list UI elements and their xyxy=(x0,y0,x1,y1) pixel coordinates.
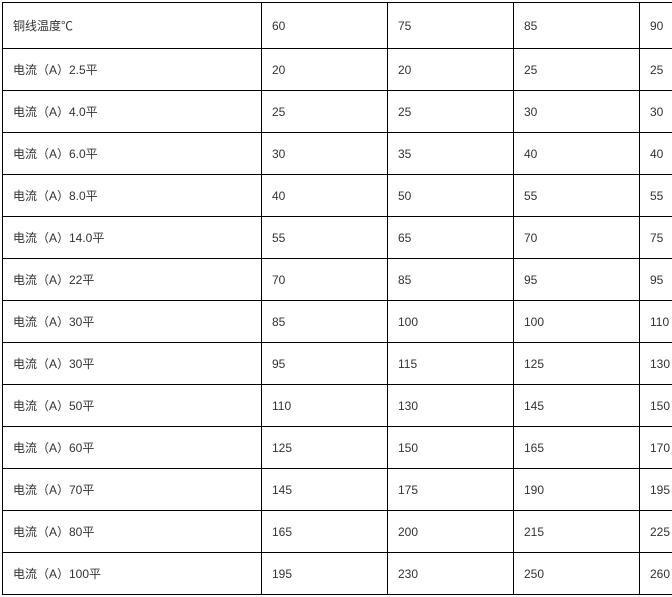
wire-temp-current-table: 铜线温度℃ 60 75 85 90 电流（A）2.5平 20 20 25 25 … xyxy=(2,2,672,595)
table-cell: 20 xyxy=(262,49,388,91)
row-label: 电流（A）30平 xyxy=(3,343,262,385)
table-cell: 225 xyxy=(640,511,672,553)
table-cell: 110 xyxy=(640,301,672,343)
row-label: 电流（A）6.0平 xyxy=(3,133,262,175)
row-label: 电流（A）100平 xyxy=(3,553,262,595)
row-label: 电流（A）14.0平 xyxy=(3,217,262,259)
header-cell: 85 xyxy=(514,3,640,49)
table-cell: 100 xyxy=(514,301,640,343)
table-cell: 30 xyxy=(262,133,388,175)
table-cell: 125 xyxy=(262,427,388,469)
header-cell: 90 xyxy=(640,3,672,49)
table-row: 电流（A）6.0平 30 35 40 40 xyxy=(3,133,672,175)
table-cell: 260 xyxy=(640,553,672,595)
row-label: 电流（A）50平 xyxy=(3,385,262,427)
table-cell: 250 xyxy=(514,553,640,595)
table-cell: 75 xyxy=(640,217,672,259)
table-cell: 40 xyxy=(514,133,640,175)
table-cell: 65 xyxy=(388,217,514,259)
table-cell: 195 xyxy=(640,469,672,511)
table-cell: 20 xyxy=(388,49,514,91)
table-cell: 55 xyxy=(514,175,640,217)
row-label: 电流（A）8.0平 xyxy=(3,175,262,217)
table-cell: 150 xyxy=(388,427,514,469)
table-cell: 55 xyxy=(640,175,672,217)
table-cell: 110 xyxy=(262,385,388,427)
table-cell: 195 xyxy=(262,553,388,595)
table-row: 电流（A）2.5平 20 20 25 25 xyxy=(3,49,672,91)
table-cell: 200 xyxy=(388,511,514,553)
table-cell: 30 xyxy=(640,91,672,133)
table-row: 电流（A）22平 70 85 95 95 xyxy=(3,259,672,301)
table-cell: 125 xyxy=(514,343,640,385)
table-cell: 40 xyxy=(262,175,388,217)
table-row: 电流（A）4.0平 25 25 30 30 xyxy=(3,91,672,133)
table-cell: 130 xyxy=(388,385,514,427)
table-cell: 55 xyxy=(262,217,388,259)
table-row: 电流（A）70平 145 175 190 195 xyxy=(3,469,672,511)
table-cell: 25 xyxy=(514,49,640,91)
row-label: 电流（A）60平 xyxy=(3,427,262,469)
table-cell: 40 xyxy=(640,133,672,175)
table-header-row: 铜线温度℃ 60 75 85 90 xyxy=(3,3,672,49)
table-row: 电流（A）30平 85 100 100 110 xyxy=(3,301,672,343)
table-cell: 115 xyxy=(388,343,514,385)
table-row: 电流（A）30平 95 115 125 130 xyxy=(3,343,672,385)
table-row: 电流（A）50平 110 130 145 150 xyxy=(3,385,672,427)
table-cell: 85 xyxy=(388,259,514,301)
table-cell: 70 xyxy=(262,259,388,301)
row-label: 电流（A）2.5平 xyxy=(3,49,262,91)
table-cell: 95 xyxy=(262,343,388,385)
table-cell: 35 xyxy=(388,133,514,175)
table-cell: 85 xyxy=(262,301,388,343)
header-cell: 75 xyxy=(388,3,514,49)
table-row: 电流（A）100平 195 230 250 260 xyxy=(3,553,672,595)
table-row: 电流（A）60平 125 150 165 170 xyxy=(3,427,672,469)
table-row: 电流（A）14.0平 55 65 70 75 xyxy=(3,217,672,259)
table-cell: 30 xyxy=(514,91,640,133)
row-label: 电流（A）30平 xyxy=(3,301,262,343)
table-cell: 95 xyxy=(640,259,672,301)
table-cell: 175 xyxy=(388,469,514,511)
header-cell: 铜线温度℃ xyxy=(3,3,262,49)
table-cell: 145 xyxy=(262,469,388,511)
table-cell: 95 xyxy=(514,259,640,301)
table-cell: 165 xyxy=(262,511,388,553)
table-cell: 25 xyxy=(388,91,514,133)
table-cell: 50 xyxy=(388,175,514,217)
table-cell: 215 xyxy=(514,511,640,553)
table-cell: 130 xyxy=(640,343,672,385)
table-row: 电流（A）80平 165 200 215 225 xyxy=(3,511,672,553)
table-cell: 70 xyxy=(514,217,640,259)
table-cell: 25 xyxy=(640,49,672,91)
table-cell: 100 xyxy=(388,301,514,343)
table-body: 铜线温度℃ 60 75 85 90 电流（A）2.5平 20 20 25 25 … xyxy=(3,3,672,595)
table-cell: 230 xyxy=(388,553,514,595)
header-cell: 60 xyxy=(262,3,388,49)
table-cell: 190 xyxy=(514,469,640,511)
table-cell: 165 xyxy=(514,427,640,469)
table-cell: 25 xyxy=(262,91,388,133)
table-cell: 170 xyxy=(640,427,672,469)
row-label: 电流（A）80平 xyxy=(3,511,262,553)
table-cell: 145 xyxy=(514,385,640,427)
table-row: 电流（A）8.0平 40 50 55 55 xyxy=(3,175,672,217)
row-label: 电流（A）22平 xyxy=(3,259,262,301)
row-label: 电流（A）4.0平 xyxy=(3,91,262,133)
table-cell: 150 xyxy=(640,385,672,427)
row-label: 电流（A）70平 xyxy=(3,469,262,511)
